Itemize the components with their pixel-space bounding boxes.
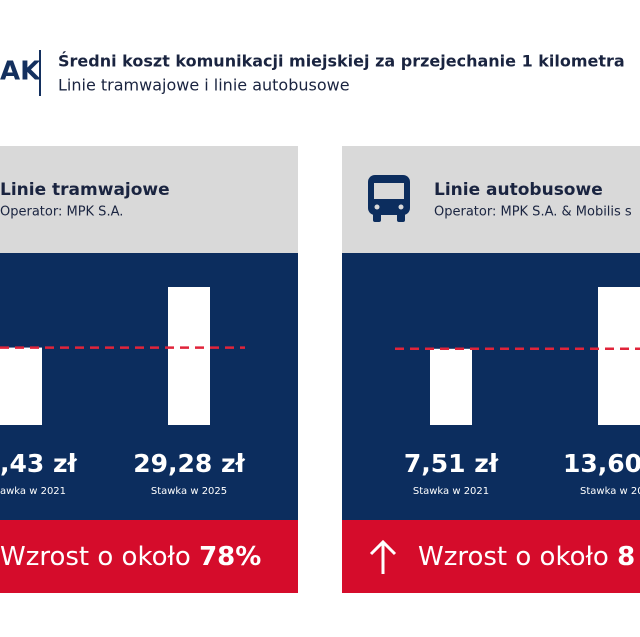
- footer-text: Wzrost o około 8: [418, 542, 635, 572]
- title: Średni koszt komunikacji miejskiej za pr…: [58, 52, 625, 71]
- category-label: Stawka w 2025: [151, 486, 227, 497]
- panel-footer: [0, 520, 298, 593]
- category-label: Stawka w 20: [580, 486, 640, 497]
- panel-header: [0, 146, 298, 253]
- footer-lead: Wzrost o około: [418, 542, 617, 572]
- value-label: 13,60: [563, 449, 640, 478]
- subtitle: Linie tramwajowe i linie autobusowe: [58, 76, 350, 95]
- panel-title: Linie autobusowe: [434, 180, 603, 200]
- value-label: 7,51 zł: [404, 449, 499, 478]
- panel-title: Linie tramwajowe: [0, 180, 170, 200]
- bar: [0, 347, 42, 425]
- panel-subtitle: Operator: MPK S.A. & Mobilis s: [434, 205, 632, 220]
- panel-body: [342, 253, 640, 520]
- value-label: ,43 zł: [0, 449, 78, 478]
- value-label: 29,28 zł: [133, 449, 245, 478]
- bus-icon: [368, 175, 410, 222]
- category-label: awka w 2021: [0, 486, 66, 497]
- bar: [598, 287, 640, 425]
- panel-footer: [342, 520, 640, 593]
- panel-body: [0, 253, 298, 520]
- divider: [39, 50, 41, 96]
- logo: AK: [0, 57, 41, 87]
- arrow-icon: [369, 539, 397, 574]
- footer-lead: Wzrost o około: [0, 542, 199, 572]
- footer-value: 78%: [199, 542, 261, 572]
- category-label: Stawka w 2021: [413, 486, 489, 497]
- bar: [168, 287, 210, 425]
- panel-subtitle: Operator: MPK S.A.: [0, 205, 123, 220]
- footer-value: 8: [617, 542, 635, 572]
- bar: [430, 348, 472, 425]
- footer-text: Wzrost o około 78%: [0, 542, 261, 572]
